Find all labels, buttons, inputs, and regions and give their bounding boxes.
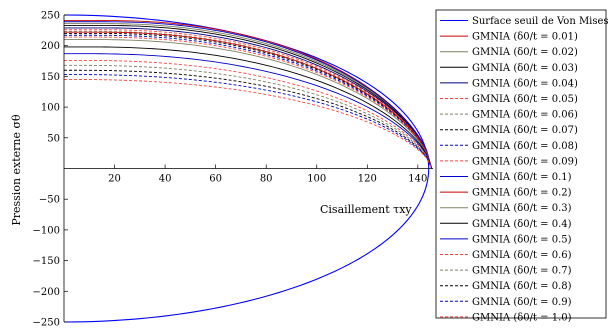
y-tick-label--250: −250 [33,318,60,329]
legend-entry-13: GMNIA (δ0/t = 0.4) [472,219,572,230]
series-line-14 [64,53,433,169]
y-tick-label--150: −150 [33,256,60,267]
legend-entry-16: GMNIA (δ0/t = 0.7) [472,266,572,277]
series-line-9 [64,36,433,169]
legend-entry-4: GMNIA (δ0/t = 0.04) [472,78,578,89]
y-axis-label: Pression externe σθ [10,114,23,226]
legend-entry-18: GMNIA (δ0/t = 0.9) [472,297,572,308]
series-line-3 [64,24,433,169]
series-line-12 [64,39,433,169]
series-line-11 [64,31,433,169]
series-line-7 [64,32,433,169]
legend-entry-1: GMNIA (δ0/t = 0.01) [472,32,578,43]
series-line-8 [64,34,433,169]
legend-entry-0: Surface seuil de Von Mises [472,16,609,27]
legend-entry-9: GMNIA (δ0/t = 0.09) [472,156,578,167]
series-line-15 [64,59,433,169]
series-line-19 [64,79,433,169]
legend-entry-7: GMNIA (δ0/t = 0.07) [472,125,578,136]
legend-entry-2: GMNIA (δ0/t = 0.02) [472,47,578,58]
x-tick-label-80: 80 [260,174,273,185]
series-line-2 [64,23,433,169]
legend: Surface seuil de Von Mises GMNIA (δ0/t = … [435,9,609,323]
axis-labels: Cisaillement τxy Pression externe σθ [10,114,412,226]
y-tick-label--100: −100 [33,225,60,236]
x-tick-label-100: 100 [307,174,326,185]
series-line-16 [64,64,433,169]
series-line-5 [64,29,433,169]
series-line-13 [64,46,433,169]
series-line-10 [64,21,433,169]
x-tick-label-40: 40 [159,174,172,185]
series-line-17 [64,69,433,169]
plot-area [64,14,433,323]
series-line-4 [64,27,433,169]
legend-entry-14: GMNIA (δ0/t = 0.5) [472,234,572,245]
legend-entry-12: GMNIA (δ0/t = 0.3) [472,203,572,214]
legend-entry-19: GMNIA (δ0/t = 1.0) [472,312,572,323]
legend-entry-6: GMNIA (δ0/t = 0.06) [472,110,578,121]
legend-box [435,9,607,319]
legend-entry-5: GMNIA (δ0/t = 0.05) [472,94,578,105]
legend-entry-10: GMNIA (δ0/t = 0.1) [472,172,572,183]
x-tick-label-120: 120 [358,174,377,185]
legend-entry-11: GMNIA (δ0/t = 0.2) [472,188,572,199]
y-tick-label--200: −200 [33,287,60,298]
legend-entry-3: GMNIA (δ0/t = 0.03) [472,63,578,74]
y-tick-label-50: 50 [47,133,60,144]
axes: 20 40 60 80 100 120 140 −250 −200 −150 −100 −50 50 10… [33,11,433,329]
series-line-18 [64,74,433,169]
y-tick-label--50: −50 [39,195,60,206]
x-tick-label-60: 60 [209,174,222,185]
x-tick-label-140: 140 [408,174,427,185]
y-tick-label-250: 250 [41,11,60,22]
y-tick-label-150: 150 [41,72,60,83]
series-line-1 [64,20,433,169]
y-tick-label-200: 200 [41,41,60,52]
legend-entry-15: GMNIA (δ0/t = 0.6) [472,250,572,261]
x-tick-label-20: 20 [108,174,121,185]
legend-entry-17: GMNIA (δ0/t = 0.8) [472,281,572,292]
legend-entry-8: GMNIA (δ0/t = 0.08) [472,141,578,152]
x-axis-label: Cisaillement τxy [320,203,412,216]
y-tick-label-100: 100 [41,103,60,114]
